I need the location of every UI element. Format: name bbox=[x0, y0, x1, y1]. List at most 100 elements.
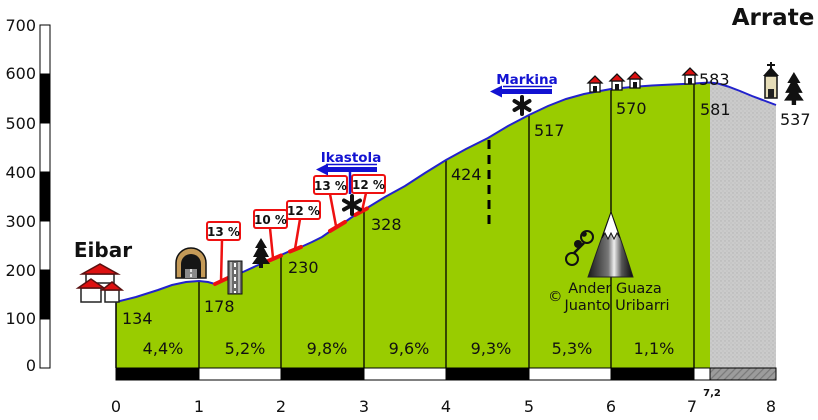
y-tick-400: 400 bbox=[5, 163, 36, 182]
ikastola-label: Ikastola bbox=[321, 150, 382, 166]
summit-houses bbox=[586, 67, 699, 93]
gradient-label-km1: 4,4% bbox=[143, 339, 184, 358]
scale-seg-100-0 bbox=[39, 318, 51, 369]
markina-label: Markina bbox=[496, 72, 558, 88]
x-tick-4: 4 bbox=[441, 397, 451, 416]
elevation-labels: 134 178 230 328 424 517 570 581 583 537 bbox=[122, 70, 811, 328]
km-bar-6-7 bbox=[610, 367, 695, 381]
tunnel-icon bbox=[175, 247, 207, 279]
mountain-cyclist-logo bbox=[565, 210, 634, 278]
tree-icon bbox=[252, 238, 270, 268]
steep-signs: 13 % 10 % 12 % 13 % 12 % bbox=[206, 174, 386, 283]
house-body bbox=[104, 289, 120, 303]
gradient-label-km4: 9,6% bbox=[389, 339, 430, 358]
km-bar-descent bbox=[709, 367, 777, 381]
markina-arrow-head-icon bbox=[490, 85, 502, 98]
gradient-labels: 4,4% 5,2% 9,8% 9,6% 9,3% 5,3% 1,1% bbox=[143, 339, 675, 358]
credit-symbol: © bbox=[548, 289, 563, 305]
gradient-label-km2: 5,2% bbox=[225, 339, 266, 358]
sign-pole bbox=[360, 192, 368, 212]
sign-text: 12 % bbox=[352, 178, 385, 192]
steep-segment-10pct bbox=[266, 253, 283, 263]
star-icon bbox=[342, 194, 362, 216]
tree-icon bbox=[784, 72, 804, 105]
km-bar-3-4 bbox=[363, 367, 447, 381]
sign-text: 13 % bbox=[314, 179, 347, 193]
house-door bbox=[633, 82, 637, 88]
house-roof bbox=[99, 281, 125, 291]
cyclist-body bbox=[574, 240, 582, 248]
x-axis-tick-labels: 0 1 2 3 4 5 6 7 7,2 8 bbox=[111, 388, 776, 416]
house-roof bbox=[608, 73, 626, 82]
x-tick-7: 7 bbox=[687, 397, 697, 416]
steep-sign-13b: 13 % bbox=[313, 175, 348, 227]
house-body bbox=[80, 287, 102, 303]
y-tick-200: 200 bbox=[5, 261, 36, 280]
sign-plate bbox=[206, 221, 241, 241]
elev-label-134: 134 bbox=[122, 309, 153, 328]
ikastola-arrow-head-icon bbox=[316, 163, 328, 176]
elev-label-537: 537 bbox=[780, 110, 811, 129]
house-icon bbox=[586, 75, 604, 93]
snow-cap bbox=[601, 210, 621, 241]
x-tick-2: 2 bbox=[276, 397, 286, 416]
x-tick-5: 5 bbox=[524, 397, 534, 416]
km-bar-7-72 bbox=[693, 367, 711, 381]
house-roof bbox=[75, 278, 107, 289]
sign-plate bbox=[286, 200, 321, 220]
sign-pole bbox=[328, 193, 338, 227]
x-tick-8: 8 bbox=[766, 397, 776, 416]
steep-sign-12b: 12 % bbox=[351, 174, 386, 212]
sign-pole bbox=[268, 227, 275, 259]
sign-text: 12 % bbox=[287, 204, 320, 218]
house-icon bbox=[626, 71, 644, 89]
church-roof bbox=[763, 67, 779, 76]
cyclist-frame bbox=[573, 242, 585, 254]
ikastola-arrow-shaft bbox=[327, 167, 377, 172]
x-tick-6: 6 bbox=[606, 397, 616, 416]
y-tick-500: 500 bbox=[5, 114, 36, 133]
y-tick-300: 300 bbox=[5, 212, 36, 231]
descent-area-gray bbox=[710, 82, 776, 368]
house-icon bbox=[681, 67, 699, 85]
elev-label-230: 230 bbox=[288, 258, 319, 277]
landmark-ikastola: Ikastola bbox=[316, 150, 382, 216]
credit-line2: Juanto Uribarri bbox=[563, 298, 669, 314]
y-tick-100: 100 bbox=[5, 309, 36, 328]
bottom-km-bar bbox=[115, 367, 777, 381]
landmark-markina: Markina bbox=[490, 72, 558, 116]
steep-segment-12pct-a bbox=[288, 245, 303, 254]
house-door bbox=[615, 84, 619, 90]
steep-segment-13pct-b bbox=[328, 220, 347, 233]
km-bar-5-6 bbox=[528, 367, 612, 381]
x-tick-7-2: 7,2 bbox=[703, 388, 721, 399]
gradient-label-km5: 9,3% bbox=[471, 339, 512, 358]
cyclist-wheel bbox=[580, 230, 594, 244]
scale-seg-600-500 bbox=[39, 73, 51, 124]
house-roof bbox=[681, 67, 699, 76]
elev-label-570: 570 bbox=[616, 99, 647, 118]
elev-label-328: 328 bbox=[371, 215, 402, 234]
cyclist-wheel bbox=[565, 252, 579, 266]
y-tick-700: 700 bbox=[5, 16, 36, 35]
scale-seg-500-400 bbox=[39, 122, 51, 173]
elev-label-424: 424 bbox=[451, 165, 482, 184]
x-tick-3: 3 bbox=[359, 397, 369, 416]
steep-sign-10: 10 % bbox=[253, 209, 288, 259]
scale-seg-400-300 bbox=[39, 171, 51, 222]
scale-seg-700-600 bbox=[39, 24, 51, 75]
elev-label-583: 583 bbox=[699, 70, 730, 89]
cyclist-head bbox=[581, 231, 587, 237]
house-roof bbox=[626, 71, 644, 80]
credit-text: © Ander Guaza Juanto Uribarri bbox=[548, 281, 670, 314]
sign-text: 13 % bbox=[207, 225, 240, 239]
gradient-label-km3: 9,8% bbox=[307, 339, 348, 358]
church-door bbox=[768, 89, 774, 98]
house-icon bbox=[608, 73, 626, 91]
sign-plate bbox=[351, 174, 386, 194]
km-bar-1-2 bbox=[198, 367, 282, 381]
house-door bbox=[593, 86, 597, 92]
elev-label-517: 517 bbox=[534, 121, 565, 140]
scale-seg-200-100 bbox=[39, 269, 51, 320]
